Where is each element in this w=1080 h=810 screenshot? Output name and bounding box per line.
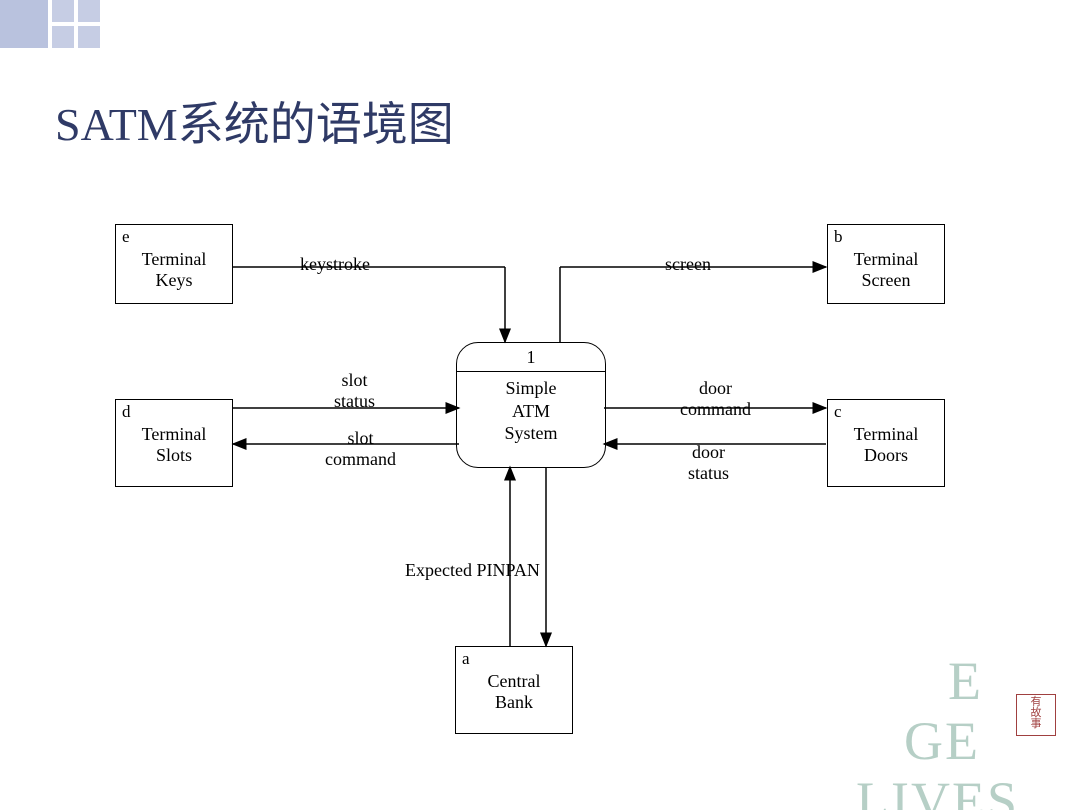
edge-label-slot-command: slotcommand bbox=[325, 428, 396, 469]
decor-sq-3 bbox=[52, 26, 74, 48]
node-terminal-keys: e TerminalKeys bbox=[115, 224, 233, 304]
watermark-line-0: E bbox=[948, 650, 983, 712]
page-title: SATM系统的语境图 bbox=[55, 88, 454, 154]
node-tag: b bbox=[834, 227, 843, 247]
edge-label-expected-pin: Expected PINPAN bbox=[405, 560, 540, 581]
watermark-line-1: GE bbox=[904, 710, 980, 772]
node-terminal-doors: c TerminalDoors bbox=[827, 399, 945, 487]
node-tag: d bbox=[122, 402, 131, 422]
edge-label-door-command: doorcommand bbox=[680, 378, 751, 419]
center-label: SimpleATMSystem bbox=[457, 377, 605, 445]
edge-label-keystroke: keystroke bbox=[300, 254, 370, 275]
node-label: TerminalKeys bbox=[116, 249, 232, 290]
edge-label-slot-status: slotstatus bbox=[334, 370, 375, 411]
node-terminal-screen: b TerminalScreen bbox=[827, 224, 945, 304]
node-tag: a bbox=[462, 649, 470, 669]
node-label: TerminalDoors bbox=[828, 424, 944, 465]
watermark-line-2: LIVES bbox=[856, 770, 1019, 810]
center-divider bbox=[457, 371, 605, 372]
decor-sq-0 bbox=[0, 0, 48, 48]
node-central-bank: a CentralBank bbox=[455, 646, 573, 734]
decor-sq-1 bbox=[52, 0, 74, 22]
decor-sq-4 bbox=[78, 26, 100, 48]
center-number: 1 bbox=[457, 347, 605, 368]
node-label: TerminalScreen bbox=[828, 249, 944, 290]
seal-stamp: 有故事 bbox=[1016, 694, 1056, 736]
node-terminal-slots: d TerminalSlots bbox=[115, 399, 233, 487]
node-label: CentralBank bbox=[456, 671, 572, 712]
node-simple-atm-system: 1 SimpleATMSystem bbox=[456, 342, 606, 468]
edge-label-screen: screen bbox=[665, 254, 711, 275]
edge-label-door-status: doorstatus bbox=[688, 442, 729, 483]
decor-sq-2 bbox=[78, 0, 100, 22]
node-tag: c bbox=[834, 402, 842, 422]
node-tag: e bbox=[122, 227, 130, 247]
node-label: TerminalSlots bbox=[116, 424, 232, 465]
